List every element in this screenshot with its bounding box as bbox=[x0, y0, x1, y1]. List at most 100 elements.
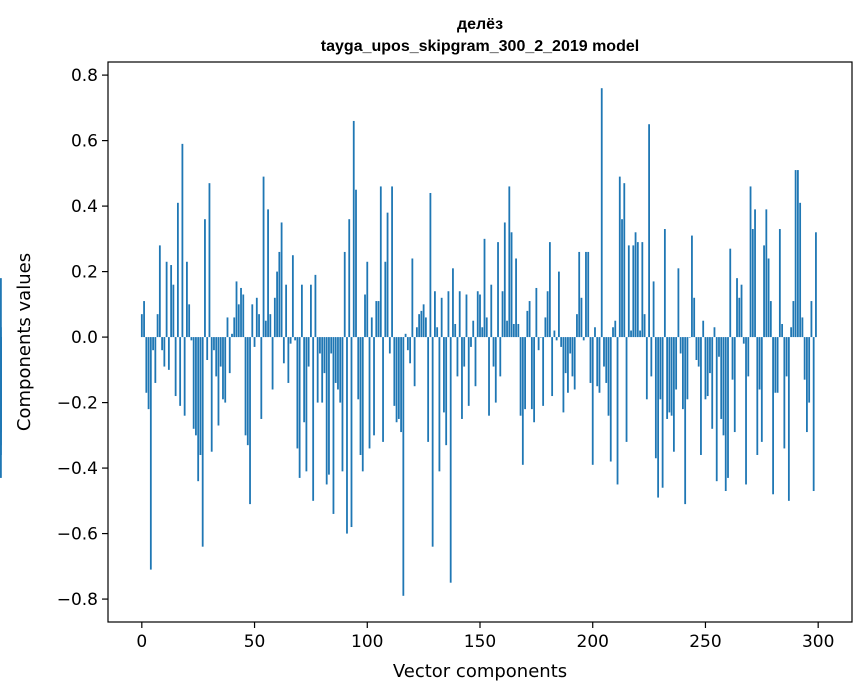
bar bbox=[785, 337, 788, 377]
bar bbox=[580, 297, 583, 338]
bar bbox=[517, 323, 520, 338]
bar bbox=[693, 297, 696, 338]
bar bbox=[452, 268, 454, 338]
bar bbox=[244, 337, 247, 436]
bar bbox=[328, 337, 330, 475]
bar bbox=[237, 304, 240, 338]
bar bbox=[720, 337, 723, 419]
x-tick-label: 200 bbox=[577, 632, 609, 652]
bar bbox=[630, 330, 632, 338]
bar bbox=[404, 333, 407, 338]
bar bbox=[754, 209, 756, 338]
bar bbox=[506, 320, 508, 338]
bar bbox=[0, 278, 2, 338]
y-axis-label: Components values bbox=[14, 253, 35, 431]
bar bbox=[172, 284, 175, 338]
bar bbox=[636, 242, 639, 338]
bar bbox=[158, 245, 161, 338]
bar bbox=[774, 337, 777, 393]
bar bbox=[377, 301, 380, 338]
bar bbox=[668, 337, 671, 413]
plot-frame bbox=[107, 61, 853, 623]
bar bbox=[661, 337, 664, 488]
bar bbox=[810, 301, 813, 338]
bar bbox=[704, 337, 707, 400]
x-axis-ticks: 0 50 100 150 200 250 300 bbox=[136, 622, 834, 652]
bar bbox=[799, 202, 802, 338]
bar bbox=[618, 176, 621, 338]
bar bbox=[666, 337, 669, 419]
chart-title: делёз bbox=[457, 16, 503, 33]
bar bbox=[670, 337, 673, 416]
bar bbox=[0, 337, 2, 433]
bar bbox=[497, 242, 499, 338]
bar bbox=[395, 337, 398, 423]
bar bbox=[695, 337, 698, 361]
bar bbox=[758, 337, 761, 390]
bar bbox=[598, 337, 601, 393]
bar bbox=[289, 337, 292, 344]
y-tick-label: 0.0 bbox=[71, 328, 98, 348]
bar bbox=[605, 337, 608, 383]
x-tick-label: 300 bbox=[802, 632, 834, 652]
bar bbox=[682, 337, 684, 410]
bar bbox=[359, 337, 362, 455]
bar bbox=[316, 337, 319, 403]
bar bbox=[217, 337, 220, 426]
bar bbox=[738, 297, 741, 338]
bar bbox=[702, 320, 705, 338]
bar bbox=[267, 209, 269, 338]
bar bbox=[731, 337, 734, 380]
bar bbox=[251, 304, 254, 338]
bar bbox=[447, 291, 450, 338]
y-tick-label: 0.8 bbox=[71, 66, 98, 86]
bar bbox=[305, 337, 308, 472]
bar bbox=[393, 337, 396, 406]
bar bbox=[228, 337, 231, 374]
bar bbox=[240, 287, 242, 338]
bar bbox=[249, 337, 251, 505]
bar bbox=[627, 245, 630, 338]
bar bbox=[269, 314, 272, 338]
bar bbox=[596, 337, 599, 387]
y-tick-label: −0.8 bbox=[57, 590, 98, 610]
x-tick-label: 100 bbox=[351, 632, 383, 652]
y-tick-label: −0.6 bbox=[57, 525, 98, 545]
bar bbox=[470, 337, 472, 347]
bar bbox=[727, 337, 729, 478]
bar bbox=[679, 337, 682, 354]
bar bbox=[440, 297, 443, 338]
bar bbox=[226, 317, 229, 338]
bar bbox=[199, 337, 202, 455]
bar bbox=[314, 274, 317, 338]
bar bbox=[364, 294, 366, 338]
bar bbox=[632, 245, 635, 338]
bar bbox=[526, 310, 529, 338]
bar bbox=[366, 261, 369, 338]
bar bbox=[476, 291, 479, 338]
bar bbox=[612, 327, 614, 338]
bar bbox=[296, 337, 299, 449]
bar bbox=[578, 251, 581, 338]
bar bbox=[571, 337, 574, 377]
bar bbox=[607, 337, 610, 416]
bar bbox=[715, 337, 718, 482]
bar bbox=[467, 337, 470, 406]
bar bbox=[420, 310, 423, 338]
bar bbox=[339, 337, 342, 403]
bar bbox=[195, 337, 197, 436]
bar bbox=[548, 242, 551, 338]
bar bbox=[659, 337, 662, 400]
bar bbox=[555, 337, 558, 341]
bar bbox=[806, 337, 808, 433]
bar bbox=[352, 120, 355, 338]
bar bbox=[438, 337, 441, 472]
y-tick-label: 0.2 bbox=[71, 263, 98, 283]
bar bbox=[790, 327, 793, 338]
bar bbox=[544, 317, 547, 338]
bar bbox=[278, 251, 281, 338]
bar bbox=[156, 314, 159, 338]
bar bbox=[321, 337, 324, 403]
bar bbox=[490, 284, 493, 338]
bar bbox=[652, 281, 655, 338]
